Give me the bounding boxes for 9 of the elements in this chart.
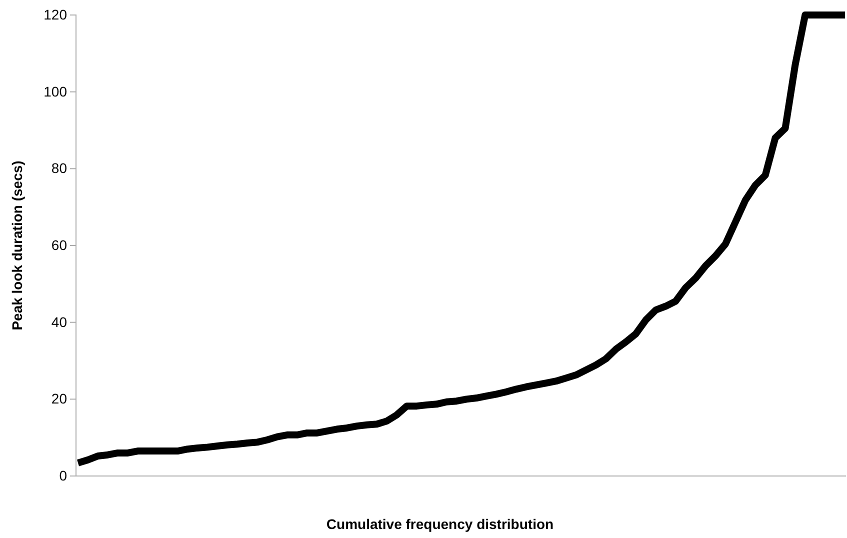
y-tick-label: 60 — [51, 236, 68, 253]
y-tick-label: 0 — [59, 467, 68, 484]
y-tick-label: 120 — [44, 6, 68, 22]
y-tick-label: 40 — [51, 314, 68, 330]
y-tick-label: 100 — [44, 83, 68, 100]
x-axis-title: Cumulative frequency distribution — [326, 516, 554, 532]
y-tick-label: 20 — [51, 390, 68, 407]
y-axis-title: Peak look duration (secs) — [9, 160, 25, 330]
y-tick-label: 80 — [51, 160, 68, 176]
